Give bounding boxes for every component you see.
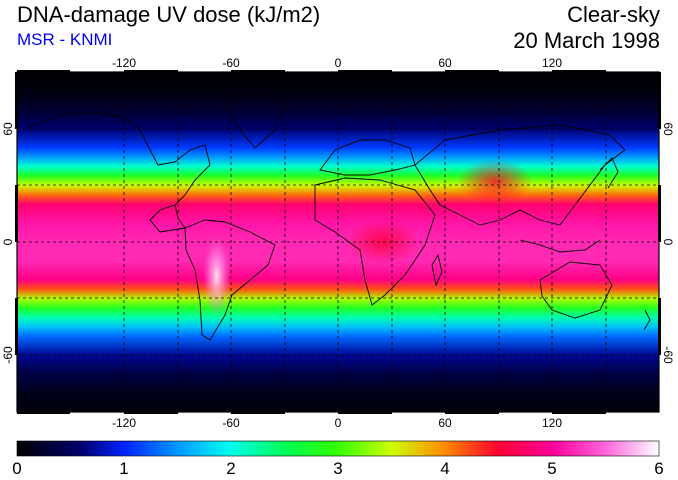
coast-europe bbox=[319, 139, 416, 176]
coast-south-america bbox=[184, 219, 276, 341]
coast-asia bbox=[414, 124, 626, 226]
coast-north-america bbox=[27, 111, 211, 233]
coast-australia bbox=[539, 261, 613, 319]
coast-indonesia bbox=[519, 239, 601, 253]
graticule bbox=[17, 72, 659, 412]
sky-condition-label: Clear-sky bbox=[567, 2, 660, 27]
uv-hotspot bbox=[344, 220, 421, 264]
map-frame bbox=[15, 70, 661, 414]
coast-madagascar bbox=[431, 253, 443, 287]
lat-tick-right: -60 bbox=[661, 346, 675, 364]
colorbar-tick-label: 6 bbox=[654, 459, 663, 478]
lat-tick-right: 0 bbox=[661, 239, 675, 246]
date-label: 20 March 1998 bbox=[513, 28, 660, 53]
colorbar-tick-label: 5 bbox=[547, 459, 556, 478]
lat-tick-left: 0 bbox=[1, 238, 15, 245]
colorbar-tick-label: 3 bbox=[333, 459, 342, 478]
lat-ticks-left: 60 0 -60 bbox=[1, 122, 15, 364]
lon-tick-top: -120 bbox=[112, 56, 136, 70]
hotspot-layer bbox=[202, 159, 533, 316]
lat-ticks-right: 60 0 -60 bbox=[661, 122, 675, 364]
colorbar-strip bbox=[16, 440, 660, 457]
lon-tick-top: -60 bbox=[222, 56, 240, 70]
coastlines bbox=[27, 91, 651, 341]
map-field bbox=[17, 72, 659, 412]
colorbar-tick-label: 1 bbox=[119, 459, 128, 478]
lon-ticks-bottom: -120 -60 0 60 120 bbox=[112, 416, 562, 430]
lon-tick-bottom: -60 bbox=[222, 416, 240, 430]
coast-greenland bbox=[224, 91, 286, 149]
lat-tick-left: 60 bbox=[1, 122, 15, 136]
colorbar-tick-label: 0 bbox=[12, 459, 21, 478]
uv-hotspot bbox=[456, 159, 533, 204]
map-title: DNA-damage UV dose (kJ/m2) bbox=[17, 2, 321, 27]
lon-ticks-top: -120 -60 0 60 120 bbox=[112, 56, 562, 70]
uv-hotspot bbox=[202, 236, 231, 316]
lon-tick-bottom: -120 bbox=[112, 416, 136, 430]
frame-checker-bottom bbox=[17, 411, 606, 414]
colorbar-tick-label: 2 bbox=[226, 459, 235, 478]
frame-checker-left bbox=[15, 72, 18, 355]
colorbar: 0 1 2 3 4 5 6 bbox=[12, 440, 664, 478]
lon-tick-bottom: 120 bbox=[542, 416, 562, 430]
source-label: MSR - KNMI bbox=[17, 30, 113, 49]
frame-checker-right bbox=[658, 72, 661, 355]
lat-tick-left: -60 bbox=[1, 346, 15, 364]
colorbar-labels: 0 1 2 3 4 5 6 bbox=[12, 459, 663, 478]
lon-tick-bottom: 0 bbox=[335, 416, 342, 430]
lat-tick-right: 60 bbox=[661, 122, 675, 136]
lon-tick-top: 60 bbox=[438, 56, 452, 70]
coast-new-zealand bbox=[643, 309, 651, 331]
lon-tick-bottom: 60 bbox=[438, 416, 452, 430]
colorbar-tick-label: 4 bbox=[440, 459, 449, 478]
coast-africa bbox=[314, 177, 436, 306]
frame-checker-top bbox=[17, 70, 606, 73]
lon-tick-top: 120 bbox=[542, 56, 562, 70]
lon-tick-top: 0 bbox=[335, 56, 342, 70]
